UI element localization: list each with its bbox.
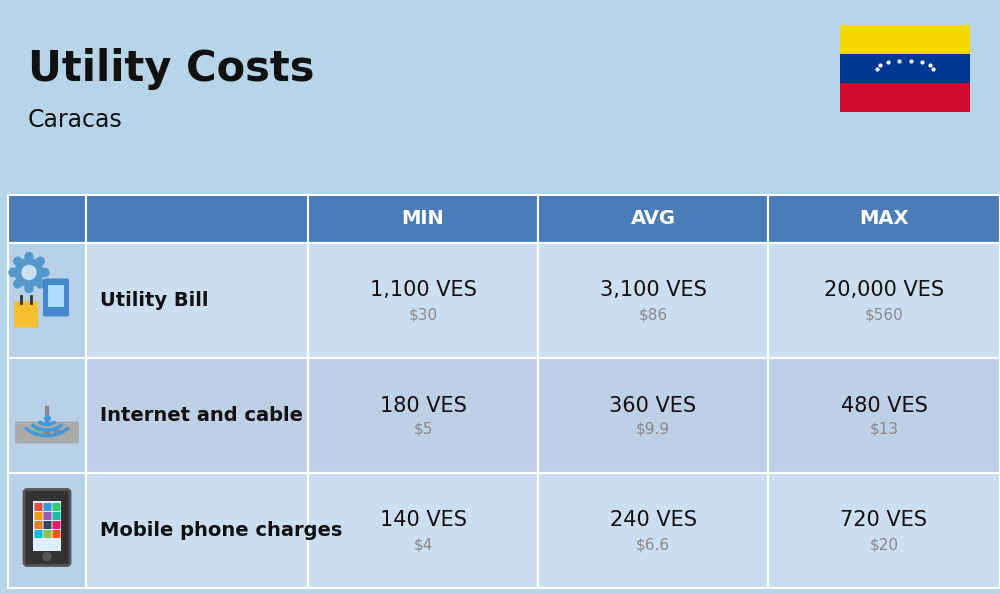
Text: MIN: MIN	[402, 210, 444, 229]
Circle shape	[14, 280, 22, 288]
FancyBboxPatch shape	[15, 422, 79, 444]
Text: $4: $4	[413, 537, 433, 552]
FancyBboxPatch shape	[44, 521, 52, 529]
Circle shape	[34, 429, 40, 435]
FancyBboxPatch shape	[34, 530, 42, 538]
Text: $86: $86	[638, 307, 668, 322]
FancyBboxPatch shape	[308, 195, 538, 243]
Text: 180 VES: 180 VES	[380, 396, 466, 415]
Circle shape	[43, 552, 51, 561]
FancyBboxPatch shape	[308, 473, 538, 588]
FancyBboxPatch shape	[24, 489, 70, 565]
FancyBboxPatch shape	[840, 83, 970, 112]
Text: 720 VES: 720 VES	[840, 510, 928, 530]
FancyBboxPatch shape	[8, 473, 86, 588]
FancyBboxPatch shape	[52, 503, 60, 511]
FancyBboxPatch shape	[86, 243, 308, 358]
Text: 480 VES: 480 VES	[841, 396, 927, 415]
FancyBboxPatch shape	[308, 243, 538, 358]
FancyBboxPatch shape	[34, 512, 42, 520]
FancyBboxPatch shape	[52, 530, 60, 538]
Text: Utility Costs: Utility Costs	[28, 48, 314, 90]
FancyBboxPatch shape	[538, 473, 768, 588]
Circle shape	[14, 257, 22, 265]
Circle shape	[9, 268, 17, 276]
FancyBboxPatch shape	[34, 503, 42, 511]
Text: Caracas: Caracas	[28, 108, 123, 132]
Text: $560: $560	[865, 307, 903, 322]
Text: 1,100 VES: 1,100 VES	[370, 280, 476, 301]
Text: $13: $13	[869, 422, 899, 437]
FancyBboxPatch shape	[768, 473, 1000, 588]
Text: Mobile phone charges: Mobile phone charges	[100, 521, 342, 540]
Text: 360 VES: 360 VES	[609, 396, 697, 415]
Circle shape	[36, 257, 44, 265]
FancyBboxPatch shape	[308, 358, 538, 473]
Circle shape	[25, 252, 33, 261]
FancyBboxPatch shape	[43, 279, 69, 317]
FancyBboxPatch shape	[33, 501, 61, 551]
Text: 240 VES: 240 VES	[610, 510, 696, 530]
Circle shape	[44, 429, 50, 435]
FancyBboxPatch shape	[840, 25, 970, 54]
FancyBboxPatch shape	[48, 285, 64, 307]
FancyBboxPatch shape	[538, 358, 768, 473]
Text: $20: $20	[870, 537, 898, 552]
Text: 20,000 VES: 20,000 VES	[824, 280, 944, 301]
Circle shape	[22, 266, 36, 280]
FancyBboxPatch shape	[768, 358, 1000, 473]
FancyBboxPatch shape	[52, 521, 60, 529]
Text: $30: $30	[408, 307, 438, 322]
Circle shape	[15, 258, 43, 286]
FancyBboxPatch shape	[44, 512, 52, 520]
Text: $9.9: $9.9	[636, 422, 670, 437]
FancyBboxPatch shape	[86, 473, 308, 588]
Text: $5: $5	[413, 422, 433, 437]
Circle shape	[54, 429, 60, 435]
FancyBboxPatch shape	[44, 530, 52, 538]
FancyBboxPatch shape	[44, 503, 52, 511]
Text: AVG: AVG	[631, 210, 676, 229]
Text: 140 VES: 140 VES	[380, 510, 466, 530]
FancyBboxPatch shape	[8, 195, 86, 243]
Circle shape	[25, 285, 33, 292]
FancyBboxPatch shape	[538, 195, 768, 243]
FancyBboxPatch shape	[768, 195, 1000, 243]
FancyBboxPatch shape	[768, 243, 1000, 358]
Text: $6.6: $6.6	[636, 537, 670, 552]
Circle shape	[41, 268, 49, 276]
FancyBboxPatch shape	[86, 195, 308, 243]
Text: 3,100 VES: 3,100 VES	[600, 280, 706, 301]
FancyBboxPatch shape	[52, 512, 60, 520]
Text: Internet and cable: Internet and cable	[100, 406, 303, 425]
FancyBboxPatch shape	[538, 243, 768, 358]
FancyBboxPatch shape	[840, 54, 970, 83]
FancyBboxPatch shape	[34, 521, 42, 529]
FancyBboxPatch shape	[8, 243, 86, 358]
Text: Utility Bill: Utility Bill	[100, 291, 208, 310]
Text: MAX: MAX	[859, 210, 909, 229]
Circle shape	[36, 280, 44, 288]
FancyBboxPatch shape	[86, 358, 308, 473]
FancyBboxPatch shape	[8, 358, 86, 473]
FancyBboxPatch shape	[14, 302, 38, 327]
